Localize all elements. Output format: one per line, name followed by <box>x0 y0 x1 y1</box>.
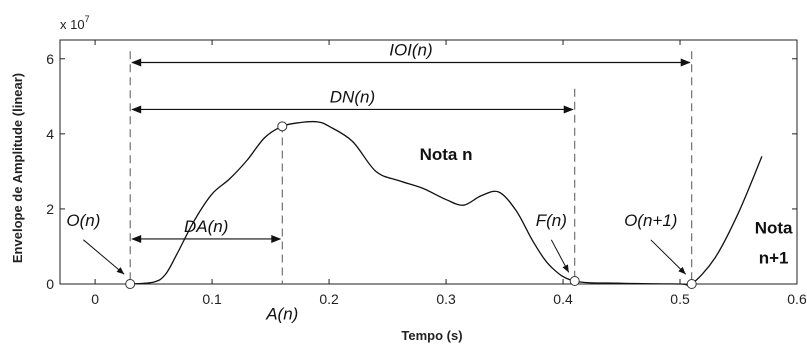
x-axis-title: Tempo (s) <box>401 328 462 343</box>
x-tick-label: 0.5 <box>670 291 690 307</box>
interval-label: DA(n) <box>184 217 228 236</box>
annotation-label: Nota <box>755 218 793 237</box>
annotation-arrow <box>650 239 687 275</box>
annotation-label: A(n) <box>265 305 298 324</box>
x-tick-label: 0 <box>91 291 99 307</box>
event-marker <box>125 279 136 289</box>
annotation-arrowhead <box>562 264 569 273</box>
annotation-arrowhead <box>116 267 125 275</box>
y-multiplier: x 107 <box>60 14 90 32</box>
x-tick-label: 0.4 <box>553 291 573 307</box>
interval-arrowhead-right <box>680 58 691 67</box>
markers <box>125 121 697 289</box>
x-tick-label: 0.6 <box>787 291 807 307</box>
x-tick-label: 0.3 <box>436 291 456 307</box>
annotations: O(n) A(n) F(n) O(n+1) Nota n Nota n+1 <box>66 145 793 324</box>
interval-arrowhead-left <box>131 234 142 243</box>
interval-arrowhead-right <box>271 234 282 243</box>
interval-label: IOI(n) <box>389 41 432 60</box>
y-axis-title: Envelope de Amplitude (linear) <box>10 73 25 263</box>
envelope-line <box>130 120 763 287</box>
x-tick-label: 0.2 <box>319 291 339 307</box>
interval-arrowhead-left <box>131 105 142 114</box>
interval-arrowhead-left <box>131 58 142 67</box>
y-tick-label: 6 <box>46 51 54 67</box>
event-marker <box>686 279 697 289</box>
y-multiplier-exponent: 7 <box>85 14 90 24</box>
envelope-series <box>130 120 763 287</box>
interval-label: DN(n) <box>330 87 375 106</box>
annotation-label: O(n+1) <box>624 211 677 230</box>
y-tick-label: 0 <box>46 276 54 292</box>
y-tick-label: 4 <box>46 126 54 142</box>
annotation-arrow <box>83 239 125 275</box>
interval-arrows: IOI(n) DN(n) DA(n) <box>131 41 691 243</box>
event-marker <box>277 121 288 132</box>
annotation-label: Nota n <box>420 145 473 164</box>
interval-arrowhead-right <box>563 105 574 114</box>
x-tick-label: 0.1 <box>202 291 222 307</box>
annotation-arrowhead <box>678 266 686 275</box>
annotation-label: n+1 <box>759 248 789 267</box>
reference-lines <box>129 51 693 284</box>
plot-frame <box>59 39 798 285</box>
y-tick-label: 2 <box>46 201 54 217</box>
annotation-label: F(n) <box>536 211 567 230</box>
annotation-label: O(n) <box>66 211 100 230</box>
axes: 0 0.1 0.2 0.3 0.4 0.5 0.6 0 2 4 6 <box>46 39 807 307</box>
event-marker <box>569 275 580 286</box>
